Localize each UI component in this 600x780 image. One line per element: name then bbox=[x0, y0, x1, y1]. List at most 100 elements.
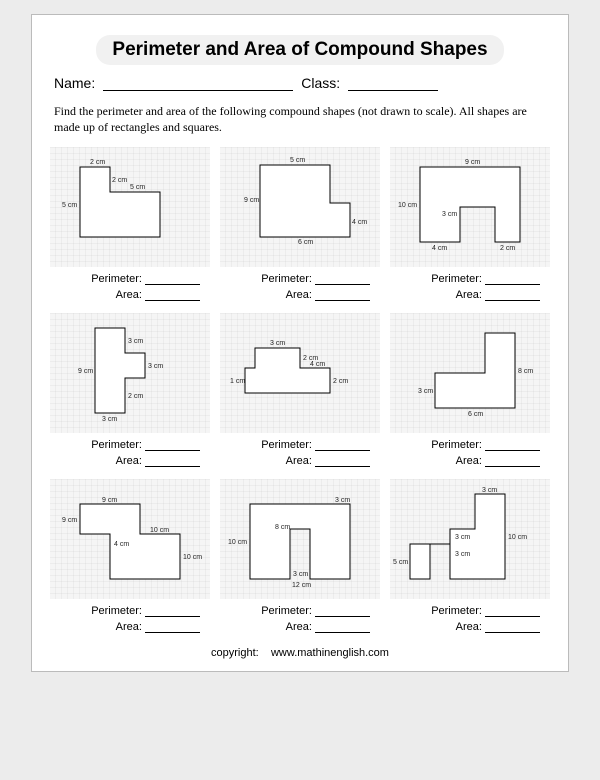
perimeter-answer: Perimeter: bbox=[50, 273, 210, 285]
shape-cell: 3 cm 10 cm 8 cm 3 cm 12 cm Perimeter: Area: bbox=[220, 479, 380, 633]
shape-cell: 9 cm 9 cm 10 cm 4 cm 10 cm Perimeter: Area: bbox=[50, 479, 210, 633]
area-blank[interactable] bbox=[485, 632, 540, 633]
name-blank[interactable] bbox=[103, 75, 293, 91]
dimension-label: 3 cm bbox=[148, 363, 163, 370]
perimeter-answer: Perimeter: bbox=[220, 439, 380, 451]
perimeter-answer: Perimeter: bbox=[220, 605, 380, 617]
shape-figure: 9 cm 10 cm 3 cm 4 cm 2 cm bbox=[390, 147, 550, 267]
shape-figure: 5 cm9 cm4 cm6 cm bbox=[220, 147, 380, 267]
area-blank[interactable] bbox=[145, 466, 200, 467]
area-answer: Area: bbox=[390, 289, 550, 301]
copyright-site: www.mathinenglish.com bbox=[271, 647, 389, 659]
dimension-label: 6 cm bbox=[298, 239, 313, 246]
area-answer: Area: bbox=[50, 289, 210, 301]
perimeter-blank[interactable] bbox=[315, 450, 370, 451]
shape-figure: 9 cm 9 cm 10 cm 4 cm 10 cm bbox=[50, 479, 210, 599]
perimeter-blank[interactable] bbox=[145, 616, 200, 617]
dimension-label: 9 cm bbox=[78, 368, 93, 375]
shape-figure: 2 cm2 cm5 cm5 cm bbox=[50, 147, 210, 267]
dimension-label: 9 cm bbox=[102, 497, 117, 504]
dimension-label: 3 cm bbox=[418, 388, 433, 395]
dimension-label: 6 cm bbox=[468, 411, 483, 418]
area-blank[interactable] bbox=[315, 300, 370, 301]
copyright: copyright: www.mathinenglish.com bbox=[50, 647, 550, 659]
dimension-label: 10 cm bbox=[150, 527, 169, 534]
area-blank[interactable] bbox=[315, 632, 370, 633]
shape-figure: 3 cm10 cm3 cm3 cm5 cm bbox=[390, 479, 550, 599]
perimeter-answer: Perimeter: bbox=[390, 439, 550, 451]
dimension-label: 3 cm bbox=[335, 497, 350, 504]
area-answer: Area: bbox=[390, 621, 550, 633]
dimension-label: 10 cm bbox=[508, 534, 527, 541]
area-answer: Area: bbox=[220, 455, 380, 467]
area-blank[interactable] bbox=[485, 466, 540, 467]
area-answer: Area: bbox=[390, 455, 550, 467]
student-info-row: Name: Class: bbox=[54, 75, 550, 91]
dimension-label: 9 cm bbox=[465, 159, 480, 166]
shape-cell: 8 cm 3 cm 6 cm Perimeter: Area: bbox=[390, 313, 550, 467]
dimension-label: 2 cm bbox=[90, 159, 105, 166]
dimension-label: 8 cm bbox=[518, 368, 533, 375]
area-blank[interactable] bbox=[145, 300, 200, 301]
area-blank[interactable] bbox=[145, 632, 200, 633]
dimension-label: 3 cm bbox=[293, 571, 308, 578]
dimension-label: 4 cm bbox=[352, 219, 367, 226]
worksheet-page: Perimeter and Area of Compound Shapes Na… bbox=[31, 14, 569, 672]
area-answer: Area: bbox=[50, 621, 210, 633]
shape-figure: 8 cm 3 cm 6 cm bbox=[390, 313, 550, 433]
shape-cell: 3 cm10 cm3 cm3 cm5 cmPerimeter: Area: bbox=[390, 479, 550, 633]
dimension-label: 2 cm bbox=[112, 177, 127, 184]
dimension-label: 5 cm bbox=[290, 157, 305, 164]
dimension-label: 3 cm bbox=[455, 534, 470, 541]
area-blank[interactable] bbox=[315, 466, 370, 467]
shape-cell: 3 cm 3 cm 9 cm 2 cm 3 cm Perimeter: Area: bbox=[50, 313, 210, 467]
dimension-label: 3 cm bbox=[482, 487, 497, 494]
perimeter-blank[interactable] bbox=[485, 284, 540, 285]
instructions: Find the perimeter and area of the follo… bbox=[54, 103, 546, 135]
shape-figure: 3 cm2 cm4 cm1 cm2 cm bbox=[220, 313, 380, 433]
dimension-label: 2 cm bbox=[500, 245, 515, 252]
perimeter-blank[interactable] bbox=[145, 450, 200, 451]
dimension-label: 5 cm bbox=[130, 184, 145, 191]
perimeter-answer: Perimeter: bbox=[390, 605, 550, 617]
dimension-label: 8 cm bbox=[275, 524, 290, 531]
dimension-label: 4 cm bbox=[114, 541, 129, 548]
perimeter-answer: Perimeter: bbox=[50, 605, 210, 617]
class-blank[interactable] bbox=[348, 75, 438, 91]
area-blank[interactable] bbox=[485, 300, 540, 301]
dimension-label: 3 cm bbox=[270, 340, 285, 347]
dimension-label: 4 cm bbox=[432, 245, 447, 252]
shapes-grid: 2 cm2 cm5 cm5 cmPerimeter: Area: 5 cm9 c… bbox=[50, 147, 550, 633]
perimeter-answer: Perimeter: bbox=[50, 439, 210, 451]
dimension-label: 3 cm bbox=[128, 338, 143, 345]
area-answer: Area: bbox=[50, 455, 210, 467]
perimeter-blank[interactable] bbox=[485, 450, 540, 451]
shape-cell: 3 cm2 cm4 cm1 cm2 cmPerimeter: Area: bbox=[220, 313, 380, 467]
class-label: Class: bbox=[301, 75, 340, 91]
dimension-label: 3 cm bbox=[102, 416, 117, 423]
perimeter-blank[interactable] bbox=[145, 284, 200, 285]
area-answer: Area: bbox=[220, 621, 380, 633]
copyright-label: copyright: bbox=[211, 647, 259, 659]
dimension-label: 9 cm bbox=[62, 517, 77, 524]
shape-cell: 2 cm2 cm5 cm5 cmPerimeter: Area: bbox=[50, 147, 210, 301]
dimension-label: 3 cm bbox=[442, 211, 457, 218]
dimension-label: 5 cm bbox=[62, 202, 77, 209]
shape-cell: 5 cm9 cm4 cm6 cmPerimeter: Area: bbox=[220, 147, 380, 301]
perimeter-blank[interactable] bbox=[485, 616, 540, 617]
perimeter-blank[interactable] bbox=[315, 284, 370, 285]
dimension-label: 10 cm bbox=[228, 539, 247, 546]
area-answer: Area: bbox=[220, 289, 380, 301]
dimension-label: 10 cm bbox=[398, 202, 417, 209]
dimension-label: 2 cm bbox=[333, 378, 348, 385]
dimension-label: 5 cm bbox=[393, 559, 408, 566]
page-title: Perimeter and Area of Compound Shapes bbox=[96, 35, 503, 65]
perimeter-blank[interactable] bbox=[315, 616, 370, 617]
dimension-label: 12 cm bbox=[292, 582, 311, 589]
dimension-label: 10 cm bbox=[183, 554, 202, 561]
shape-figure: 3 cm 3 cm 9 cm 2 cm 3 cm bbox=[50, 313, 210, 433]
perimeter-answer: Perimeter: bbox=[390, 273, 550, 285]
title-container: Perimeter and Area of Compound Shapes bbox=[50, 35, 550, 65]
dimension-label: 1 cm bbox=[230, 378, 245, 385]
dimension-label: 2 cm bbox=[128, 393, 143, 400]
